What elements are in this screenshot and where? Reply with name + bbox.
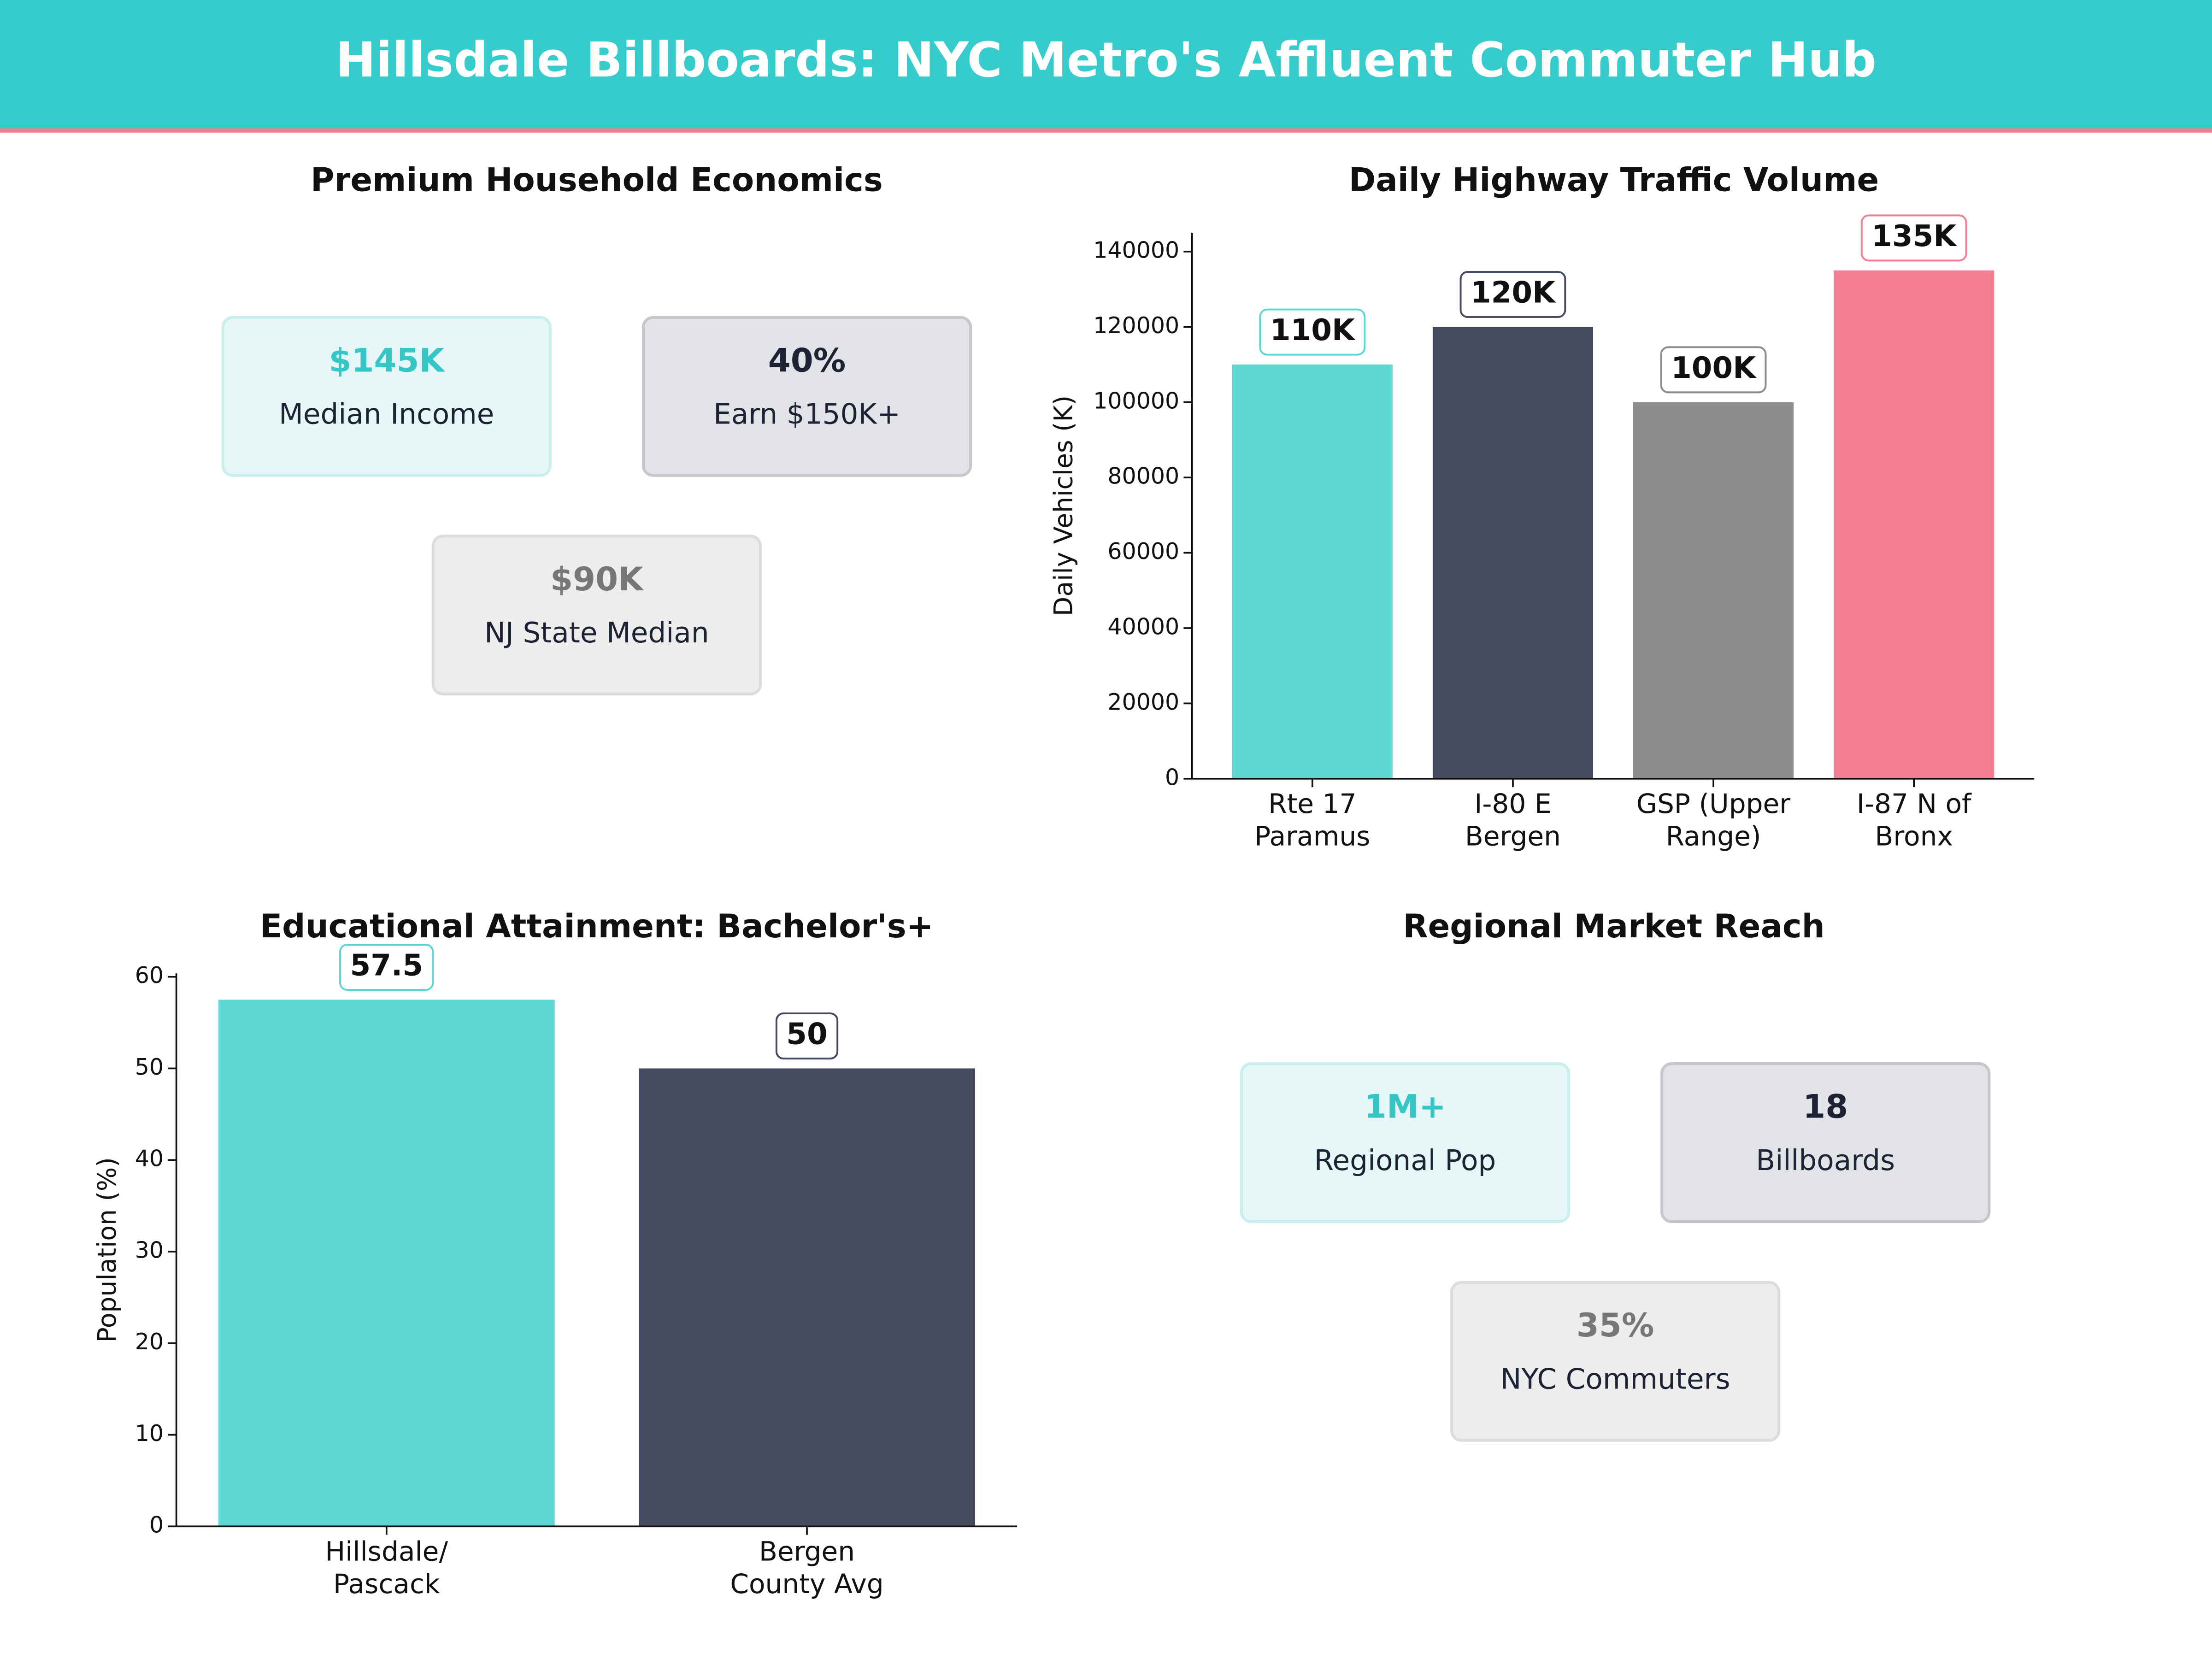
kpi-label: NJ State Median [484,617,709,649]
kpi-label: Median Income [279,398,494,431]
value-label-box [339,944,434,991]
y-axis-label: Population (%) [92,1157,122,1342]
bar [1232,365,1393,779]
y-tick-label: 140000 [1093,237,1179,263]
x-tick-label: GSP (Upper Range) [1636,788,1790,852]
page-title: Hillsdale Billboards: NYC Metro's Afflue… [335,32,1877,88]
kpi-value: 18 [1803,1088,1848,1126]
y-tick-label: 60000 [1107,538,1179,565]
y-tick-label: 20 [135,1329,164,1355]
bar [1633,402,1794,779]
kpi-value: 35% [1577,1306,1654,1344]
kpi-card [1450,1281,1781,1442]
value-label-box [1259,308,1366,356]
value-label: 50 [786,1017,827,1052]
y-tick-label: 20000 [1107,689,1179,715]
header-rule [0,128,2212,133]
kpi-card [431,535,762,696]
value-label: 110K [1270,313,1356,347]
kpi-card [221,316,552,477]
chart-title: Educational Attainment: Bachelor's+ [260,907,934,945]
bar [639,1068,975,1527]
kpi-label: NYC Commuters [1500,1363,1730,1396]
y-tick-label: 0 [149,1512,164,1538]
x-tick-label: Bergen County Avg [730,1536,883,1600]
value-label: 135K [1871,219,1957,253]
bar [1432,327,1593,779]
kpi-value: 1M+ [1364,1088,1446,1126]
chart-title: Daily Highway Traffic Volume [1349,161,1879,199]
kpi-value: 40% [768,341,846,379]
value-label-box [1660,346,1767,394]
value-label-box [1459,271,1566,318]
y-tick-label: 120000 [1093,312,1179,339]
x-tick-label: Hillsdale/Pascack [325,1536,448,1600]
kpi-card [1240,1062,1571,1224]
y-tick-label: 40 [135,1146,164,1172]
kpi-value: $90K [550,560,644,598]
kpi-card [1660,1062,1991,1224]
kpi-label: Billboards [1756,1144,1895,1177]
kpi-label: Regional Pop [1314,1144,1496,1177]
panel-title: Premium Household Economics [311,161,883,199]
header-bar [0,0,2212,130]
value-label: 57.5 [350,948,423,983]
value-label-box [1860,214,1967,262]
value-label: 120K [1471,276,1556,310]
y-tick-label: 40000 [1107,613,1179,640]
y-tick-label: 50 [135,1054,164,1080]
kpi-card [641,316,972,477]
kpi-label: Earn $150K+ [713,398,900,431]
x-tick-label: I-87 N of Bronx [1857,788,1972,852]
x-tick-label: Rte 17 Paramus [1254,788,1370,852]
bar [218,1000,555,1527]
panel-title: Regional Market Reach [1403,907,1824,945]
y-tick-label: 60 [135,962,164,988]
kpi-value: $145K [329,341,446,379]
y-tick-label: 10 [135,1420,164,1447]
y-tick-label: 30 [135,1237,164,1263]
y-tick-label: 100000 [1093,388,1179,414]
y-tick-label: 80000 [1107,463,1179,489]
value-label-box [775,1012,839,1060]
value-label: 100K [1671,351,1757,385]
y-tick-label: 0 [1165,764,1179,790]
bar [1834,270,1994,779]
y-axis-label: Daily Vehicles (K) [1048,395,1078,616]
x-tick-label: I-80 E Bergen [1465,788,1561,852]
